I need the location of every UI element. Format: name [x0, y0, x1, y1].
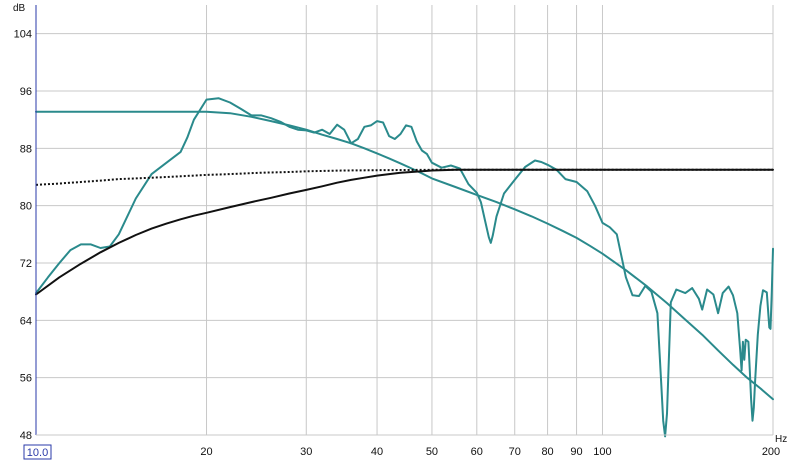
axes-group	[35, 5, 773, 436]
y-tick-label: 64	[20, 315, 32, 327]
series-line-3	[35, 168, 774, 296]
x-start-box	[23, 444, 52, 460]
series-line-4	[35, 168, 773, 186]
y-axis-unit: dB	[13, 3, 26, 14]
x-tick-label: 10.0	[27, 447, 48, 459]
tick-labels: 48 56 64 72 80 88 96 104 10.0 20 30 40 50 60 70 80 90 100…	[14, 29, 780, 460]
series-line-1	[35, 97, 774, 438]
y-tick-label: 88	[20, 143, 32, 155]
x-tick-label: 60	[471, 446, 483, 458]
x-tick-label: 20	[200, 446, 212, 458]
y-tick-label: 96	[20, 86, 32, 98]
series-group	[35, 97, 774, 438]
x-tick-label: 30	[300, 446, 312, 458]
grid-lines	[36, 5, 774, 436]
x-tick-label: 40	[371, 446, 383, 458]
y-tick-label: 80	[20, 201, 32, 213]
series-line-2	[35, 110, 774, 401]
x-tick-label: 70	[509, 446, 521, 458]
x-tick-label: 50	[426, 446, 438, 458]
y-tick-label: 56	[20, 373, 32, 385]
y-tick-label: 104	[14, 29, 32, 41]
x-tick-label: 90	[570, 446, 582, 458]
y-tick-label: 48	[20, 430, 32, 442]
x-axis-unit: Hz	[775, 434, 787, 445]
x-tick-label: 200	[762, 446, 780, 458]
x-tick-label: 80	[541, 446, 553, 458]
y-tick-label: 72	[20, 258, 32, 270]
x-tick-label: 100	[593, 446, 611, 458]
